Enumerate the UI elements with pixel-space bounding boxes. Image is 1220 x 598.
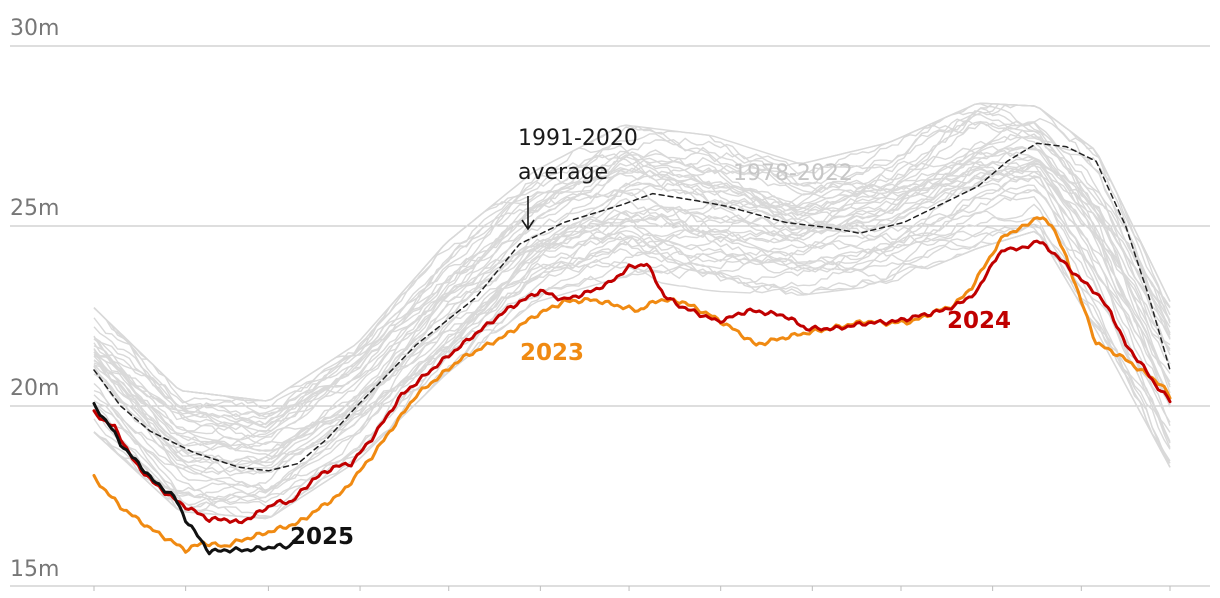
y-tick-label-30: 30m xyxy=(10,16,59,41)
series-lines xyxy=(92,142,1172,556)
history-year-line xyxy=(93,223,1171,492)
history-year-line xyxy=(93,194,1171,520)
x-axis-ticks xyxy=(93,586,1171,591)
history-year-line xyxy=(93,170,1171,494)
history-year-line xyxy=(93,157,1171,452)
history-range-label: 1978-2022 xyxy=(733,161,853,186)
series-label-2025: 2025 xyxy=(290,524,354,550)
history-year-line xyxy=(93,160,1171,416)
y-tick-label-25: 25m xyxy=(10,196,59,221)
history-year-line xyxy=(93,136,1171,452)
history-year-line xyxy=(93,145,1171,477)
history-year-line xyxy=(93,135,1171,475)
y-tick-label-15: 15m xyxy=(10,557,59,582)
history-year-line xyxy=(93,102,1171,429)
series-line-2024 xyxy=(92,239,1172,525)
history-year-line xyxy=(93,122,1171,468)
history-year-line xyxy=(93,129,1171,446)
average-annotation-line2: average xyxy=(518,160,608,185)
history-year-line xyxy=(93,225,1171,520)
history-year-line xyxy=(93,225,1171,506)
history-year-line xyxy=(93,113,1171,450)
historical-range-lines xyxy=(93,102,1171,520)
average-annotation-line1: 1991-2020 xyxy=(518,126,638,151)
series-line-2025 xyxy=(92,402,300,556)
history-year-line xyxy=(93,151,1171,454)
history-year-line xyxy=(93,227,1171,510)
down-arrow-icon xyxy=(521,196,535,231)
history-year-line xyxy=(93,146,1171,497)
history-year-line xyxy=(93,103,1171,402)
series-label-2024: 2024 xyxy=(947,308,1011,334)
series-label-2023: 2023 xyxy=(520,340,584,366)
history-year-line xyxy=(93,117,1171,410)
y-tick-label-20: 20m xyxy=(10,376,59,401)
series-line-2023 xyxy=(92,216,1172,554)
history-year-line xyxy=(93,169,1171,504)
history-year-line xyxy=(93,145,1171,458)
history-year-line xyxy=(93,167,1171,433)
